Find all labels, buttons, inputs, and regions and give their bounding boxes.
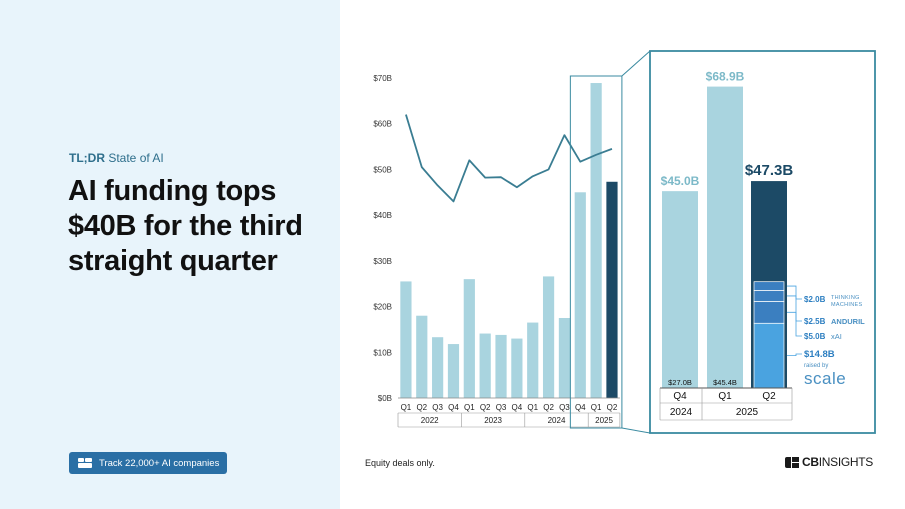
kicker: TL;DR State of AI bbox=[69, 151, 164, 165]
company-segment bbox=[753, 301, 785, 324]
brand-bold: CB bbox=[802, 455, 819, 469]
y-tick-label: $60B bbox=[373, 120, 392, 129]
zoom-year-label: 2025 bbox=[736, 407, 759, 418]
annotation-amount: $2.5B bbox=[804, 317, 826, 326]
zoom-year-label: 2024 bbox=[670, 407, 693, 418]
annotation-leader bbox=[787, 295, 802, 322]
brand-rest: INSIGHTS bbox=[818, 455, 874, 469]
company-name: raised by bbox=[804, 363, 828, 369]
company-segment bbox=[753, 281, 785, 291]
annotation-amount: $5.0B bbox=[804, 332, 826, 341]
zoom-value-label: $45.0B bbox=[661, 174, 700, 188]
company-name: xAI bbox=[831, 332, 842, 341]
y-tick-label: $10B bbox=[373, 348, 392, 357]
main-x-axis: Q1 Q2 Q3 Q4 Q1 Q2 Q3 Q4 Q1 Q2 Q3 Q4 Q1 Q2 2022 2023 2024… bbox=[397, 397, 621, 428]
x-tick-label: Q4 bbox=[512, 403, 523, 412]
bar-7 bbox=[511, 338, 523, 398]
kicker-rest: State of AI bbox=[105, 151, 164, 165]
zoom-x-tick-label: Q4 bbox=[673, 391, 687, 402]
zoom-value-label: $68.9B bbox=[706, 70, 745, 84]
y-tick-label: $20B bbox=[373, 303, 392, 312]
x-tick-label: Q1 bbox=[591, 403, 602, 412]
zoom-connector bbox=[569, 50, 651, 434]
x-tick-label: Q2 bbox=[480, 403, 491, 412]
zoom-base-label: $27.0B bbox=[668, 378, 692, 387]
annotation-amount: $2.0B bbox=[804, 295, 826, 304]
track-companies-button[interactable]: Track 22,000+ AI companies bbox=[69, 452, 227, 474]
x-tick-label: Q2 bbox=[607, 403, 618, 412]
main-y-axis: $0B $10B $20B $30B $40B $50B $60B $70B bbox=[373, 74, 392, 403]
year-label: 2023 bbox=[484, 416, 502, 425]
main-bars bbox=[400, 83, 618, 399]
highlight-box bbox=[569, 75, 623, 429]
year-label: 2025 bbox=[595, 416, 613, 425]
annotation-leader bbox=[787, 311, 802, 337]
cb-insights-logo: CB INSIGHTS bbox=[785, 455, 873, 469]
bar-6 bbox=[495, 334, 507, 398]
headline: AI funding tops $40B for the third strai… bbox=[68, 175, 303, 277]
year-label: 2024 bbox=[548, 416, 566, 425]
company-name: THINKING bbox=[831, 295, 860, 301]
x-tick-label: Q2 bbox=[543, 403, 554, 412]
bar-5 bbox=[479, 333, 491, 398]
company-segment bbox=[753, 322, 785, 389]
x-tick-label: Q1 bbox=[527, 403, 538, 412]
y-tick-label: $0B bbox=[378, 394, 392, 403]
main-line bbox=[405, 114, 613, 203]
dashboard-icon bbox=[78, 458, 92, 468]
zoom-x-tick-label: Q1 bbox=[718, 391, 732, 402]
zoom-bar-1 bbox=[707, 86, 743, 388]
year-label: 2022 bbox=[421, 416, 439, 425]
trend-line bbox=[405, 114, 613, 203]
annotation-leader bbox=[787, 285, 802, 300]
track-companies-label: Track 22,000+ AI companies bbox=[99, 457, 220, 469]
y-tick-label: $50B bbox=[373, 165, 392, 174]
y-tick-label: $30B bbox=[373, 257, 392, 266]
x-tick-label: Q2 bbox=[416, 403, 427, 412]
annotation-leader bbox=[787, 353, 802, 357]
connector-line-bottom bbox=[621, 427, 651, 434]
x-tick-label: Q4 bbox=[575, 403, 586, 412]
zoom-panel: $45.0B $27.0B $68.9B $45.4B $47.3B $2.0B THINK… bbox=[649, 50, 876, 434]
annotation-amount: $14.8B bbox=[804, 349, 835, 360]
left-panel bbox=[0, 0, 340, 509]
x-tick-label: Q4 bbox=[448, 403, 459, 412]
bar-8 bbox=[527, 322, 539, 398]
bar-1 bbox=[416, 315, 428, 398]
company-segment bbox=[753, 290, 785, 302]
bar-11 bbox=[574, 192, 586, 398]
cb-logo-icon bbox=[785, 456, 799, 468]
bar-10 bbox=[558, 318, 571, 398]
x-tick-label: Q1 bbox=[401, 403, 412, 412]
x-tick-label: Q1 bbox=[464, 403, 475, 412]
kicker-bold: TL;DR bbox=[69, 151, 105, 165]
x-tick-label: Q3 bbox=[559, 403, 570, 412]
zoom-base-label: $45.4B bbox=[713, 378, 737, 387]
bar-0 bbox=[400, 281, 412, 398]
x-tick-label: Q3 bbox=[432, 403, 443, 412]
footnote: Equity deals only. bbox=[365, 458, 435, 468]
zoom-bar-0 bbox=[662, 191, 698, 388]
y-tick-label: $70B bbox=[373, 74, 392, 83]
zoom-value-label: $47.3B bbox=[745, 162, 794, 179]
bar-13 bbox=[606, 181, 618, 398]
connector-line-top bbox=[621, 50, 651, 77]
zoom-x-tick-label: Q2 bbox=[762, 391, 776, 402]
company-name-line2: scale bbox=[804, 369, 846, 388]
company-name-line2: MACHINES bbox=[831, 302, 862, 308]
x-tick-label: Q3 bbox=[496, 403, 507, 412]
company-name: ANDURIL bbox=[831, 317, 865, 326]
bar-3 bbox=[447, 344, 460, 398]
bar-4 bbox=[463, 279, 475, 398]
y-tick-label: $40B bbox=[373, 211, 392, 220]
bar-9 bbox=[542, 276, 555, 398]
bar-12 bbox=[590, 83, 602, 399]
bar-2 bbox=[432, 337, 444, 398]
